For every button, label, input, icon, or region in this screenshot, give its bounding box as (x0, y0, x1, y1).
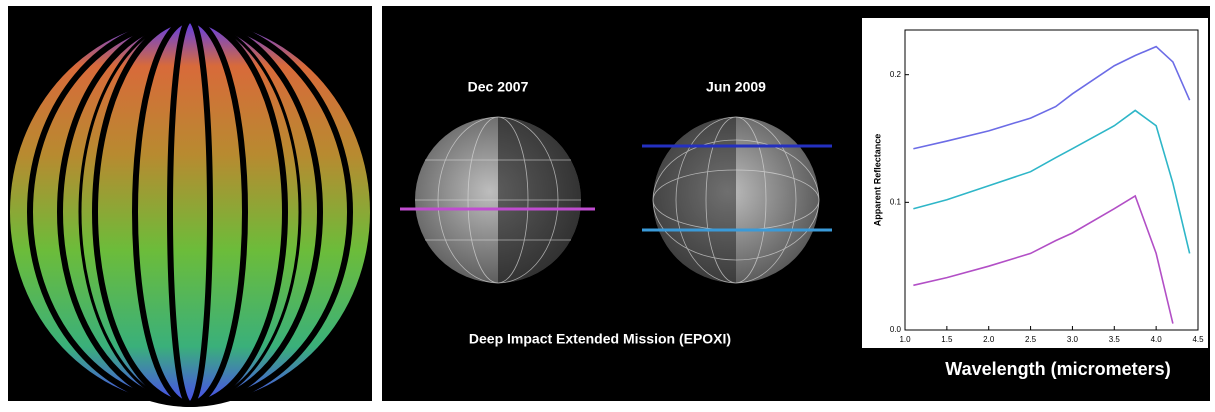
x-tick-label: 4.5 (1192, 335, 1204, 344)
plot-frame (904, 29, 1199, 331)
series-line (913, 45, 1191, 150)
globes: Dec 2007 Jun 2009 Deep Impact Extended M… (400, 79, 832, 347)
y-tick-label: 0.2 (890, 70, 902, 79)
moon-map (10, 20, 370, 404)
x-tick-label: 1.5 (941, 335, 953, 344)
globe-label: Jun 2009 (706, 79, 766, 95)
y-tick-label: 0.0 (890, 325, 902, 334)
x-tick-label: 3.0 (1067, 335, 1079, 344)
x-tick-label: 4.0 (1151, 335, 1163, 344)
y-axis-label: Apparent Reflectance (872, 134, 882, 227)
x-tick-label: 2.0 (983, 335, 995, 344)
x-tick-label: 2.5 (1025, 335, 1037, 344)
data-gaps (27, 17, 353, 407)
x-tick-label: 3.5 (1109, 335, 1121, 344)
caption: Deep Impact Extended Mission (EPOXI) (469, 331, 731, 347)
series-line (913, 194, 1174, 324)
globe-label: Dec 2007 (468, 79, 529, 95)
series-line (913, 109, 1191, 254)
x-axis-label: Wavelength (micrometers) (945, 359, 1170, 379)
y-tick-label: 0.1 (890, 197, 902, 206)
plot-background (862, 18, 1208, 348)
globe (653, 117, 819, 283)
x-tick-label: 1.0 (899, 335, 911, 344)
